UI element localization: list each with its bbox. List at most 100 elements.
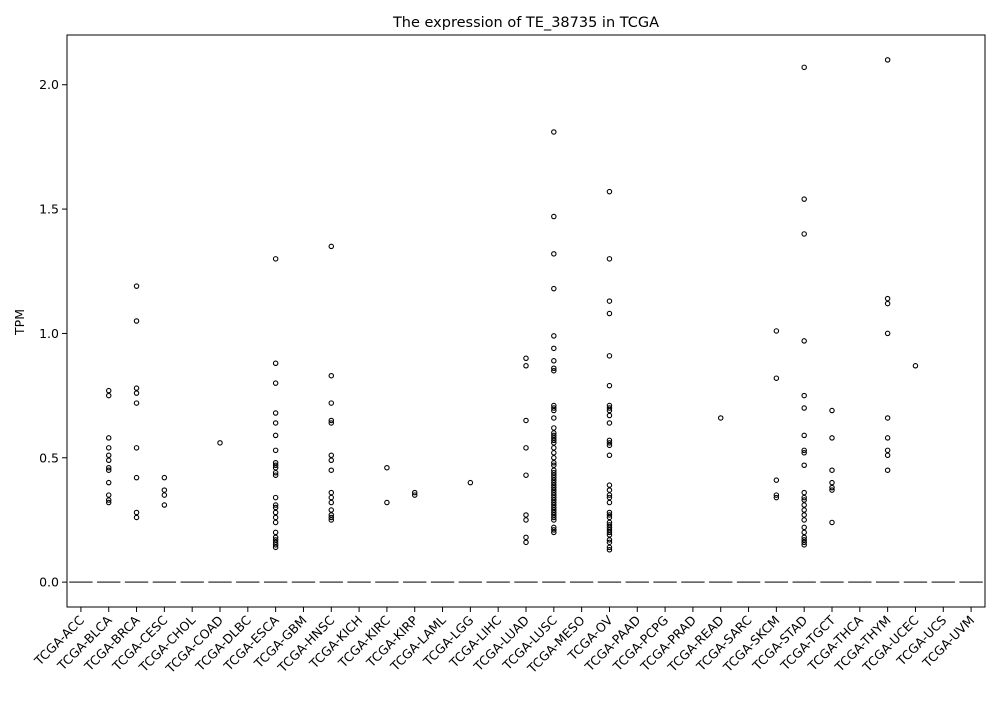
outlier-point [328, 400, 335, 406]
outlier-point [105, 464, 112, 471]
outlier-point [551, 367, 557, 374]
outlier-point [884, 57, 891, 63]
outlier-point [328, 494, 335, 501]
outlier-point [773, 494, 780, 501]
outlier-point [551, 477, 557, 483]
outlier-point [606, 509, 613, 516]
outlier-point [272, 502, 279, 508]
outlier-point [829, 407, 835, 414]
outlier-point [551, 517, 557, 523]
outlier-point [829, 479, 835, 486]
outlier-point [551, 499, 557, 506]
outlier-point [272, 460, 279, 466]
outlier-point [801, 524, 807, 531]
outlier-point [551, 489, 557, 496]
outlier-point [606, 310, 613, 317]
outlier-point [829, 435, 835, 441]
outlier-point [551, 524, 557, 531]
outlier-point [551, 432, 557, 439]
outlier-point [467, 479, 474, 486]
outlier-point [551, 482, 557, 488]
outlier-point [523, 534, 529, 541]
outlier-point [551, 467, 557, 473]
outlier-point [551, 251, 557, 257]
outlier-point [801, 517, 807, 523]
outlier-point [551, 527, 557, 533]
outlier-point [105, 445, 112, 451]
outlier-point [801, 462, 807, 468]
outlier-point [606, 437, 613, 444]
outlier-point [105, 452, 112, 459]
outlier-point [801, 542, 807, 548]
outlier-point [133, 318, 140, 324]
outlier-point [272, 420, 279, 426]
outlier-point [272, 472, 279, 478]
outlier-point [551, 479, 557, 486]
outlier-point [523, 355, 529, 362]
outlier-point [551, 358, 557, 364]
outlier-point [328, 243, 335, 250]
outlier-point [606, 452, 613, 459]
outlier-point [328, 452, 335, 459]
outlier-point [272, 509, 279, 516]
outlier-point [606, 514, 613, 521]
outlier-point [551, 407, 557, 414]
outlier-point [606, 353, 613, 359]
outlier-point [829, 467, 835, 473]
outlier-point [133, 509, 140, 516]
outlier-point [272, 534, 279, 541]
outlier-point [801, 494, 807, 501]
outlier-point [272, 529, 279, 536]
outlier-point [606, 440, 613, 446]
outlier-point [523, 445, 529, 451]
outlier-point [801, 447, 807, 454]
outlier-point [801, 502, 807, 508]
outlier-point [133, 514, 140, 521]
outlier-point [551, 405, 557, 411]
outlier-point [884, 330, 891, 337]
outlier-point [884, 467, 891, 473]
outlier-point [551, 474, 557, 481]
outlier-point [272, 514, 279, 521]
outlier-point [523, 363, 529, 369]
outlier-point [773, 477, 780, 483]
outlier-point [105, 497, 112, 503]
outlier-point [105, 457, 112, 464]
outlier-point [551, 455, 557, 461]
outlier-point [272, 256, 279, 262]
outlier-point [272, 464, 279, 471]
outlier-point [773, 492, 780, 498]
y-tick-label: 2.0 [39, 77, 59, 92]
outlier-point [105, 492, 112, 498]
outlier-point [272, 542, 279, 548]
outlier-point [606, 524, 613, 531]
outlier-point [105, 499, 112, 506]
outlier-points [105, 57, 919, 553]
outlier-point [884, 452, 891, 459]
outlier-point [551, 450, 557, 456]
outlier-point [328, 517, 335, 523]
outlier-point [272, 519, 279, 526]
outlier-point [272, 504, 279, 511]
chart-title: The expression of TE_38735 in TCGA [392, 15, 659, 31]
outlier-point [411, 492, 418, 498]
outlier-point [606, 527, 613, 533]
outlier-point [606, 256, 613, 262]
outlier-point [551, 440, 557, 446]
outlier-point [161, 492, 168, 498]
outlier-point [272, 537, 279, 543]
outlier-point [829, 484, 835, 491]
outlier-point [551, 430, 557, 436]
outlier-point [551, 445, 557, 451]
outlier-point [133, 445, 140, 451]
outlier-point [328, 512, 335, 518]
outlier-point [105, 479, 112, 486]
outlier-point [161, 487, 168, 493]
outlier-point [328, 499, 335, 506]
outlier-point [133, 283, 140, 289]
outlier-point [801, 489, 807, 496]
outlier-point [884, 447, 891, 454]
outlier-point [411, 489, 418, 496]
outlier-point [801, 507, 807, 513]
outlier-point [606, 499, 613, 506]
